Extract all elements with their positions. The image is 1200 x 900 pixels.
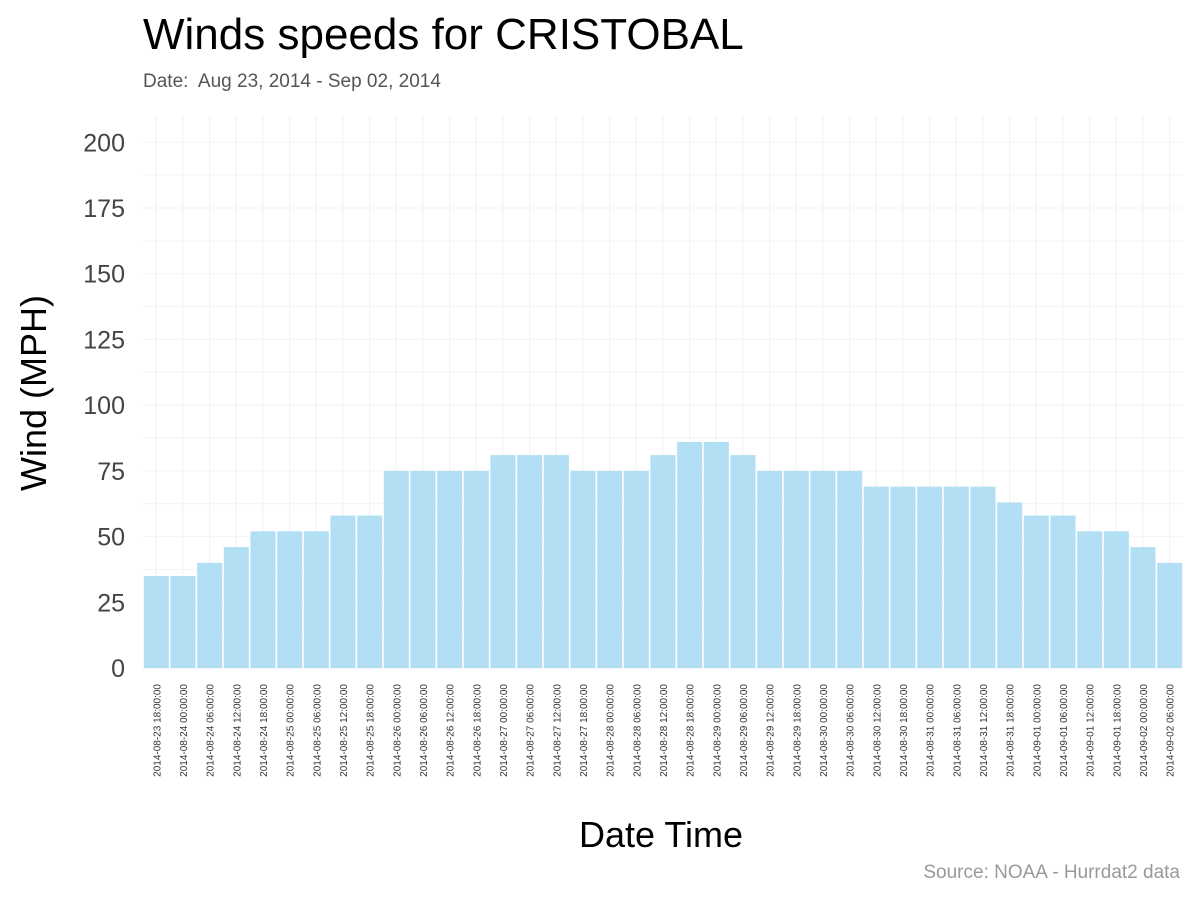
x-tick-label: 2014-08-27 06:00:00	[526, 684, 537, 777]
bar	[357, 515, 383, 668]
bar	[703, 441, 729, 668]
bar	[837, 470, 863, 668]
x-tick-label: 2014-08-31 00:00:00	[926, 684, 937, 777]
bars	[143, 441, 1183, 668]
chart-title: Winds speeds for CRISTOBAL	[143, 10, 744, 59]
x-tick-label: 2014-08-28 12:00:00	[659, 684, 670, 777]
y-tick-label: 25	[97, 589, 125, 617]
bar	[730, 455, 756, 668]
x-tick-label: 2014-08-26 12:00:00	[446, 684, 457, 777]
bar	[1157, 562, 1183, 668]
bar	[1050, 515, 1076, 668]
x-tick-label: 2014-08-31 18:00:00	[1006, 684, 1017, 777]
x-tick-label: 2014-08-25 18:00:00	[366, 684, 377, 777]
bar	[810, 470, 836, 668]
bar	[197, 562, 223, 668]
bar	[490, 455, 516, 668]
y-tick-label: 125	[83, 326, 125, 354]
bar	[890, 486, 916, 668]
bar	[277, 531, 303, 668]
y-tick-label: 175	[83, 195, 125, 223]
x-tick-label: 2014-08-28 06:00:00	[632, 684, 643, 777]
bar	[223, 547, 249, 668]
x-tick-label: 2014-08-27 12:00:00	[552, 684, 563, 777]
x-tick-label: 2014-08-30 06:00:00	[846, 684, 857, 777]
x-tick-label: 2014-08-25 12:00:00	[339, 684, 350, 777]
x-tick-label: 2014-08-26 18:00:00	[472, 684, 483, 777]
bar	[410, 470, 436, 668]
y-axis-ticks: 0 25 50 75 100 125 150 175 200	[83, 129, 125, 683]
bar	[517, 455, 543, 668]
bar	[437, 470, 463, 668]
bar	[543, 455, 569, 668]
bar	[330, 515, 356, 668]
bar	[463, 470, 489, 668]
y-tick-label: 0	[111, 655, 125, 683]
y-tick-label: 200	[83, 129, 125, 157]
x-tick-label: 2014-08-29 12:00:00	[766, 684, 777, 777]
bar	[757, 470, 783, 668]
bar	[1023, 515, 1049, 668]
x-tick-label: 2014-08-30 00:00:00	[819, 684, 830, 777]
x-tick-label: 2014-08-28 18:00:00	[686, 684, 697, 777]
x-tick-label: 2014-08-29 00:00:00	[712, 684, 723, 777]
x-tick-label: 2014-09-01 06:00:00	[1059, 684, 1070, 777]
x-tick-label: 2014-08-26 06:00:00	[419, 684, 430, 777]
bar	[997, 502, 1023, 668]
x-tick-label: 2014-08-26 00:00:00	[392, 684, 403, 777]
bar	[970, 486, 996, 668]
x-tick-label: 2014-08-23 18:00:00	[152, 684, 163, 777]
x-tick-label: 2014-08-29 06:00:00	[739, 684, 750, 777]
bar	[303, 531, 329, 668]
chart-source: Source: NOAA - Hurrdat2 data	[923, 862, 1180, 883]
bar	[917, 486, 943, 668]
x-axis-ticks: 2014-08-23 18:00:00 2014-08-24 00:00:00 20…	[152, 684, 1176, 777]
bar	[650, 455, 676, 668]
y-tick-label: 50	[97, 524, 125, 552]
y-tick-label: 150	[83, 261, 125, 289]
bar	[1103, 531, 1129, 668]
x-tick-label: 2014-09-02 00:00:00	[1139, 684, 1150, 777]
x-axis-label: Date Time	[579, 814, 743, 855]
x-tick-label: 2014-08-31 12:00:00	[979, 684, 990, 777]
x-tick-label: 2014-09-01 00:00:00	[1032, 684, 1043, 777]
y-axis-label: Wind (MPH)	[13, 295, 54, 491]
x-tick-label: 2014-08-24 00:00:00	[179, 684, 190, 777]
x-tick-label: 2014-08-25 00:00:00	[286, 684, 297, 777]
x-tick-label: 2014-08-24 18:00:00	[259, 684, 270, 777]
chart-subtitle: Date: Aug 23, 2014 - Sep 02, 2014	[143, 71, 441, 92]
x-tick-label: 2014-09-02 06:00:00	[1166, 684, 1177, 777]
bar	[143, 576, 169, 668]
x-tick-label: 2014-08-25 06:00:00	[312, 684, 323, 777]
y-tick-label: 75	[97, 458, 125, 486]
bar	[1077, 531, 1103, 668]
bar	[383, 470, 409, 668]
bar	[570, 470, 596, 668]
bar	[943, 486, 969, 668]
y-tick-label: 100	[83, 392, 125, 420]
bar	[250, 531, 276, 668]
x-tick-label: 2014-08-29 18:00:00	[792, 684, 803, 777]
bar	[1130, 547, 1156, 668]
x-tick-label: 2014-08-27 18:00:00	[579, 684, 590, 777]
x-tick-label: 2014-08-30 12:00:00	[872, 684, 883, 777]
x-tick-label: 2014-08-27 00:00:00	[499, 684, 510, 777]
x-tick-label: 2014-08-28 00:00:00	[606, 684, 617, 777]
bar	[677, 441, 703, 668]
x-tick-label: 2014-08-31 06:00:00	[952, 684, 963, 777]
x-tick-label: 2014-08-30 18:00:00	[899, 684, 910, 777]
bar	[170, 576, 196, 668]
x-tick-label: 2014-08-24 12:00:00	[232, 684, 243, 777]
bar	[863, 486, 889, 668]
bar	[597, 470, 623, 668]
bar	[623, 470, 649, 668]
bar	[783, 470, 809, 668]
x-tick-label: 2014-09-01 12:00:00	[1086, 684, 1097, 777]
x-tick-label: 2014-08-24 06:00:00	[206, 684, 217, 777]
x-tick-label: 2014-09-01 18:00:00	[1112, 684, 1123, 777]
